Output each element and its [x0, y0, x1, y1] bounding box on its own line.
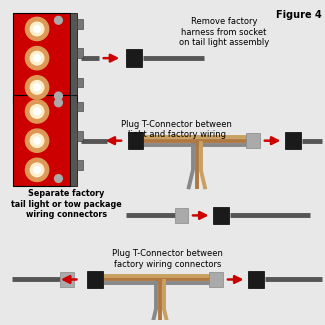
Bar	[210, 272, 223, 287]
Circle shape	[34, 26, 40, 32]
Bar	[70, 95, 77, 186]
Bar	[77, 160, 83, 170]
Bar	[13, 13, 70, 104]
Circle shape	[30, 81, 44, 94]
Text: Remove factory
harness from socket
on tail light assembly: Remove factory harness from socket on ta…	[179, 17, 269, 47]
Text: Plug T-Connector between
factory wiring connectors: Plug T-Connector between factory wiring …	[112, 249, 223, 269]
Bar	[77, 131, 83, 141]
Circle shape	[55, 175, 62, 182]
Circle shape	[55, 92, 62, 100]
Bar	[77, 78, 83, 87]
Circle shape	[34, 84, 40, 91]
Bar	[60, 272, 73, 287]
Text: Figure 4: Figure 4	[276, 10, 322, 20]
Circle shape	[34, 108, 40, 115]
Circle shape	[25, 129, 49, 152]
Circle shape	[30, 51, 44, 65]
Circle shape	[30, 163, 44, 177]
Bar	[87, 271, 103, 288]
Circle shape	[34, 166, 40, 173]
Bar	[248, 271, 264, 288]
Bar	[13, 95, 70, 186]
Circle shape	[25, 158, 49, 181]
Bar	[70, 13, 77, 104]
Circle shape	[30, 105, 44, 118]
Bar	[77, 19, 83, 29]
Circle shape	[25, 17, 49, 41]
Circle shape	[34, 55, 40, 61]
Bar	[246, 133, 260, 149]
Circle shape	[34, 137, 40, 144]
Text: Separate factory
tail light or tow package
wiring connectors: Separate factory tail light or tow packa…	[11, 189, 122, 219]
Circle shape	[25, 76, 49, 99]
Bar	[175, 208, 188, 223]
Circle shape	[25, 46, 49, 70]
Bar	[128, 132, 143, 150]
Circle shape	[30, 134, 44, 148]
Circle shape	[55, 99, 62, 107]
Circle shape	[25, 100, 49, 123]
Circle shape	[30, 22, 44, 36]
Bar	[77, 48, 83, 58]
Bar	[77, 102, 83, 111]
Bar	[214, 207, 229, 224]
Circle shape	[55, 16, 62, 24]
Bar	[126, 49, 141, 67]
Bar	[285, 132, 301, 150]
Text: Plug T-Connector between
light and factory wiring: Plug T-Connector between light and facto…	[121, 120, 232, 139]
